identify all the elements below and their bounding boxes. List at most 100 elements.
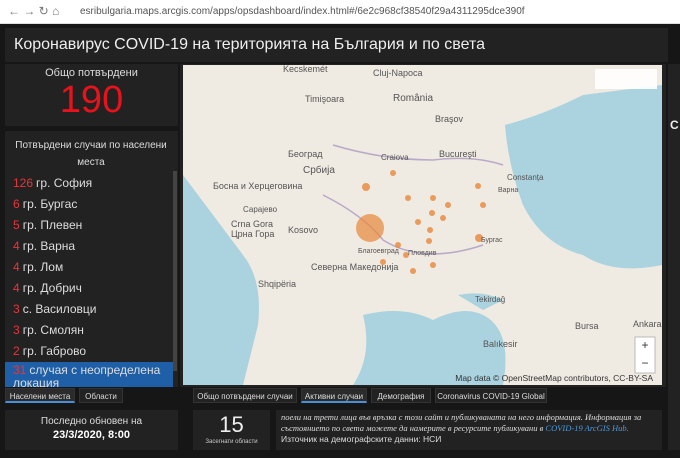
item-name: гр. Варна <box>22 239 76 253</box>
item-name: гр. Плевен <box>22 218 83 232</box>
map-label: Kosovo <box>288 225 318 235</box>
map-label: Bucureşti <box>439 149 477 159</box>
item-count: 31 <box>13 363 27 377</box>
map-label: Варна <box>498 187 518 194</box>
total-panel: Общо потвърдени 190 <box>5 64 178 126</box>
map-label: Shqipëria <box>258 279 296 289</box>
item-count: 6 <box>13 197 20 211</box>
item-count: 4 <box>13 281 20 295</box>
side-panel: C <box>668 64 680 450</box>
list-item[interactable]: 2 гр. Габрово <box>5 341 173 362</box>
left-tabs: Населени места Области <box>5 388 178 404</box>
border <box>332 144 504 166</box>
item-count: 4 <box>13 239 20 253</box>
item-name: гр. Габрово <box>22 344 87 358</box>
info-body: поели на трети лица във връзка с този са… <box>281 412 642 433</box>
map-label: Balıkesir <box>483 339 518 349</box>
tab[interactable]: Coronavirus COVID-19 Global <box>435 388 547 403</box>
item-count: 3 <box>13 323 20 337</box>
map-label: Kecskemét <box>283 65 328 74</box>
total-value: 190 <box>59 79 124 121</box>
map-label: Braşov <box>435 114 464 124</box>
browser-bar: ← → ↻ ⌂ esribulgaria.maps.arcgis.com/app… <box>0 0 680 24</box>
attribution: Map data © OpenStreetMap contributors, C… <box>455 373 653 383</box>
tab[interactable]: Демография <box>371 388 431 403</box>
item-count: 126 <box>13 176 34 190</box>
item-name: с. Василовци <box>22 302 97 316</box>
map-label: Бургас <box>481 237 503 244</box>
item-name: гр. Добрич <box>22 281 82 295</box>
item-count: 3 <box>13 302 20 316</box>
zoom-out[interactable]: − <box>641 356 648 370</box>
map-label: Србија <box>303 164 335 176</box>
item-count: 2 <box>13 344 20 358</box>
side-letter: C <box>670 118 679 132</box>
updated-label: Последно обновен на <box>40 416 143 427</box>
list-item[interactable]: 3 с. Василовци <box>5 299 173 320</box>
map-labels: Kecskemét Cluj-Napoca Timişoara RomâniaBraş… <box>213 65 662 349</box>
black-sea <box>505 85 662 269</box>
map-label: Crna Gora <box>231 219 273 229</box>
updated-panel: Последно обновен на 23/3/2020, 8:00 <box>5 410 178 450</box>
list-item[interactable]: 31 случая с неопределена локация <box>5 362 173 387</box>
map-label: Благоевград <box>358 248 399 255</box>
marmara <box>458 293 503 310</box>
map-label: Босна и Херцеговина <box>213 181 302 191</box>
list-item[interactable]: 6 гр. Бургас <box>5 194 173 215</box>
tab[interactable]: Области <box>79 388 123 403</box>
map-label: Београд <box>288 149 323 159</box>
map-label: România <box>393 93 433 104</box>
map-label: Црна Гора <box>231 229 274 239</box>
zoom-in[interactable]: + <box>641 338 648 352</box>
updated-value: 23/3/2020, 8:00 <box>52 429 131 441</box>
border <box>322 194 484 255</box>
regions-value: 15 <box>219 412 244 437</box>
list: 126 гр. София 6 гр. Бургас 5 гр. Плевен 4 гр. В… <box>5 173 173 387</box>
list-item[interactable]: 4 гр. Лом <box>5 257 173 278</box>
total-label: Общо потвърдени <box>45 67 138 79</box>
map-label: Tekirdağ <box>475 295 505 304</box>
item-count: 5 <box>13 218 20 232</box>
regions-panel: 15 Засегнати области <box>193 410 270 450</box>
map[interactable]: Kecskemét Cluj-Napoca Timişoara RomâniaBraş… <box>183 65 662 385</box>
list-item[interactable]: 126 гр. София <box>5 173 173 194</box>
tab[interactable]: Общо потвърдени случаи <box>193 388 297 403</box>
map-label: Пловдив <box>408 250 437 257</box>
item-name: гр. Бургас <box>22 197 78 211</box>
map-label: Сарајево <box>243 205 278 214</box>
nav-icons[interactable]: ← → ↻ ⌂ <box>8 4 60 18</box>
tab[interactable]: Населени места <box>5 388 75 403</box>
map-label: Cluj-Napoca <box>373 68 423 78</box>
list-item[interactable]: 5 гр. Плевен <box>5 215 173 236</box>
item-count: 4 <box>13 260 20 274</box>
map-label: Северна Македонија <box>311 262 398 272</box>
scrollbar[interactable] <box>173 171 177 371</box>
zoom-control[interactable] <box>634 336 656 374</box>
map-label: Timişoara <box>305 94 344 104</box>
info-source: Източник на демографските данни: НСИ <box>281 434 442 444</box>
info-text: поели на трети лица във връзка с този са… <box>281 412 655 445</box>
list-item[interactable]: 3 гр. Смолян <box>5 320 173 341</box>
map-label: Ankara <box>633 319 662 329</box>
item-name: гр. Смолян <box>22 323 84 337</box>
list-item[interactable]: 4 гр. Добрич <box>5 278 173 299</box>
item-name: гр. Лом <box>22 260 64 274</box>
item-name: случая с неопределена локация <box>13 363 161 388</box>
map-label: Craiova <box>381 153 409 162</box>
item-name: гр. София <box>36 176 93 190</box>
map-label: Bursa <box>575 321 599 331</box>
map-tabs: Общо потвърдени случаи Активни случаи Демо… <box>193 388 573 404</box>
aegean <box>353 311 506 385</box>
list-panel: Потвърдени случаи по населени места 126 г… <box>5 131 178 387</box>
regions-label: Засегнати области <box>205 439 258 445</box>
adriatic <box>183 175 259 385</box>
info-link[interactable]: COVID-19 ArcGIS Hub. <box>545 423 629 433</box>
tab[interactable]: Активни случаи <box>301 388 367 403</box>
map-label: Constanța <box>507 173 544 182</box>
url[interactable]: esribulgaria.maps.arcgis.com/apps/opsdas… <box>80 6 525 17</box>
info-panel: поели на трети лица във връзка с този са… <box>276 410 662 450</box>
list-item[interactable]: 4 гр. Варна <box>5 236 173 257</box>
header: Коронавирус COVID-19 на територията на Б… <box>5 28 668 62</box>
map-toolbar[interactable] <box>595 69 657 89</box>
